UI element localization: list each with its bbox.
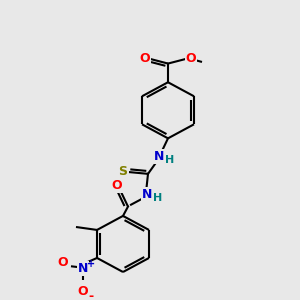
Text: O: O xyxy=(186,52,196,65)
Text: N: N xyxy=(142,188,152,201)
Text: N: N xyxy=(154,150,164,163)
Text: -: - xyxy=(88,290,94,300)
Text: +: + xyxy=(87,259,95,269)
Text: H: H xyxy=(153,193,163,203)
Text: O: O xyxy=(140,52,150,65)
Text: H: H xyxy=(165,155,175,165)
Text: O: O xyxy=(58,256,68,269)
Text: S: S xyxy=(118,166,127,178)
Text: N: N xyxy=(78,262,88,275)
Text: O: O xyxy=(112,178,122,192)
Text: O: O xyxy=(78,285,88,298)
